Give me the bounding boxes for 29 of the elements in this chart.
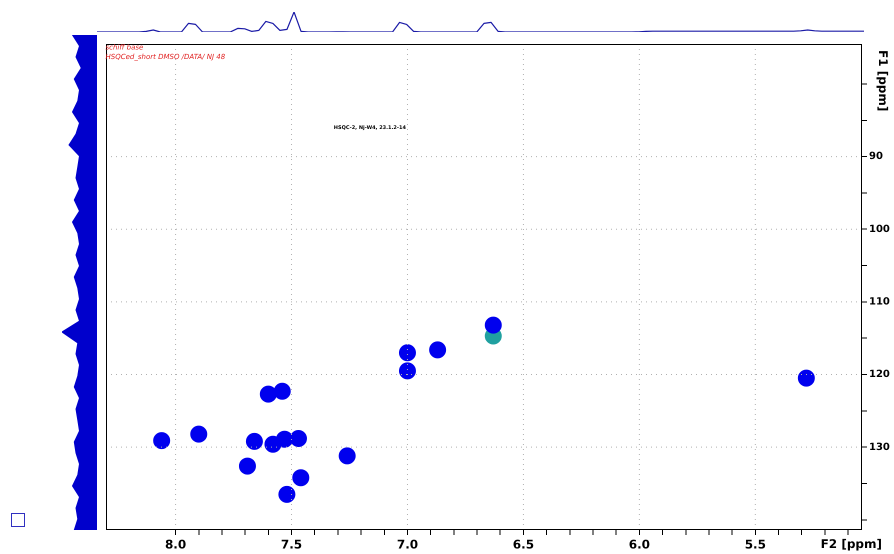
y-tick-label: 90 — [869, 151, 883, 162]
point — [190, 426, 208, 443]
point — [278, 486, 296, 503]
point — [274, 382, 291, 400]
point — [238, 458, 256, 475]
point — [398, 362, 416, 380]
x-axis-title: F2 [ppm] — [820, 537, 882, 552]
y-tick-label: 100 — [869, 224, 890, 235]
point — [338, 447, 356, 464]
point — [276, 430, 294, 448]
point — [290, 430, 307, 447]
x-tick-label: 7.0 — [396, 537, 418, 552]
point — [798, 370, 815, 387]
y-tick-label: 110 — [869, 296, 890, 308]
x-tick-label: 8.0 — [164, 537, 186, 552]
point — [429, 341, 446, 358]
y-axis-title: F1 [ppm] — [876, 50, 890, 112]
point — [398, 344, 416, 362]
point — [292, 469, 310, 486]
point — [153, 432, 170, 450]
x-tick-label: 6.5 — [512, 537, 534, 552]
point — [260, 386, 277, 403]
point — [246, 432, 263, 450]
point — [484, 316, 502, 334]
y-tick-label: 120 — [869, 369, 890, 380]
x-tick-label: 5.5 — [744, 537, 766, 552]
x-tick-label: 7.5 — [280, 537, 302, 552]
x-tick-label: 6.0 — [628, 537, 650, 552]
y-tick-label: 130 — [869, 442, 890, 453]
